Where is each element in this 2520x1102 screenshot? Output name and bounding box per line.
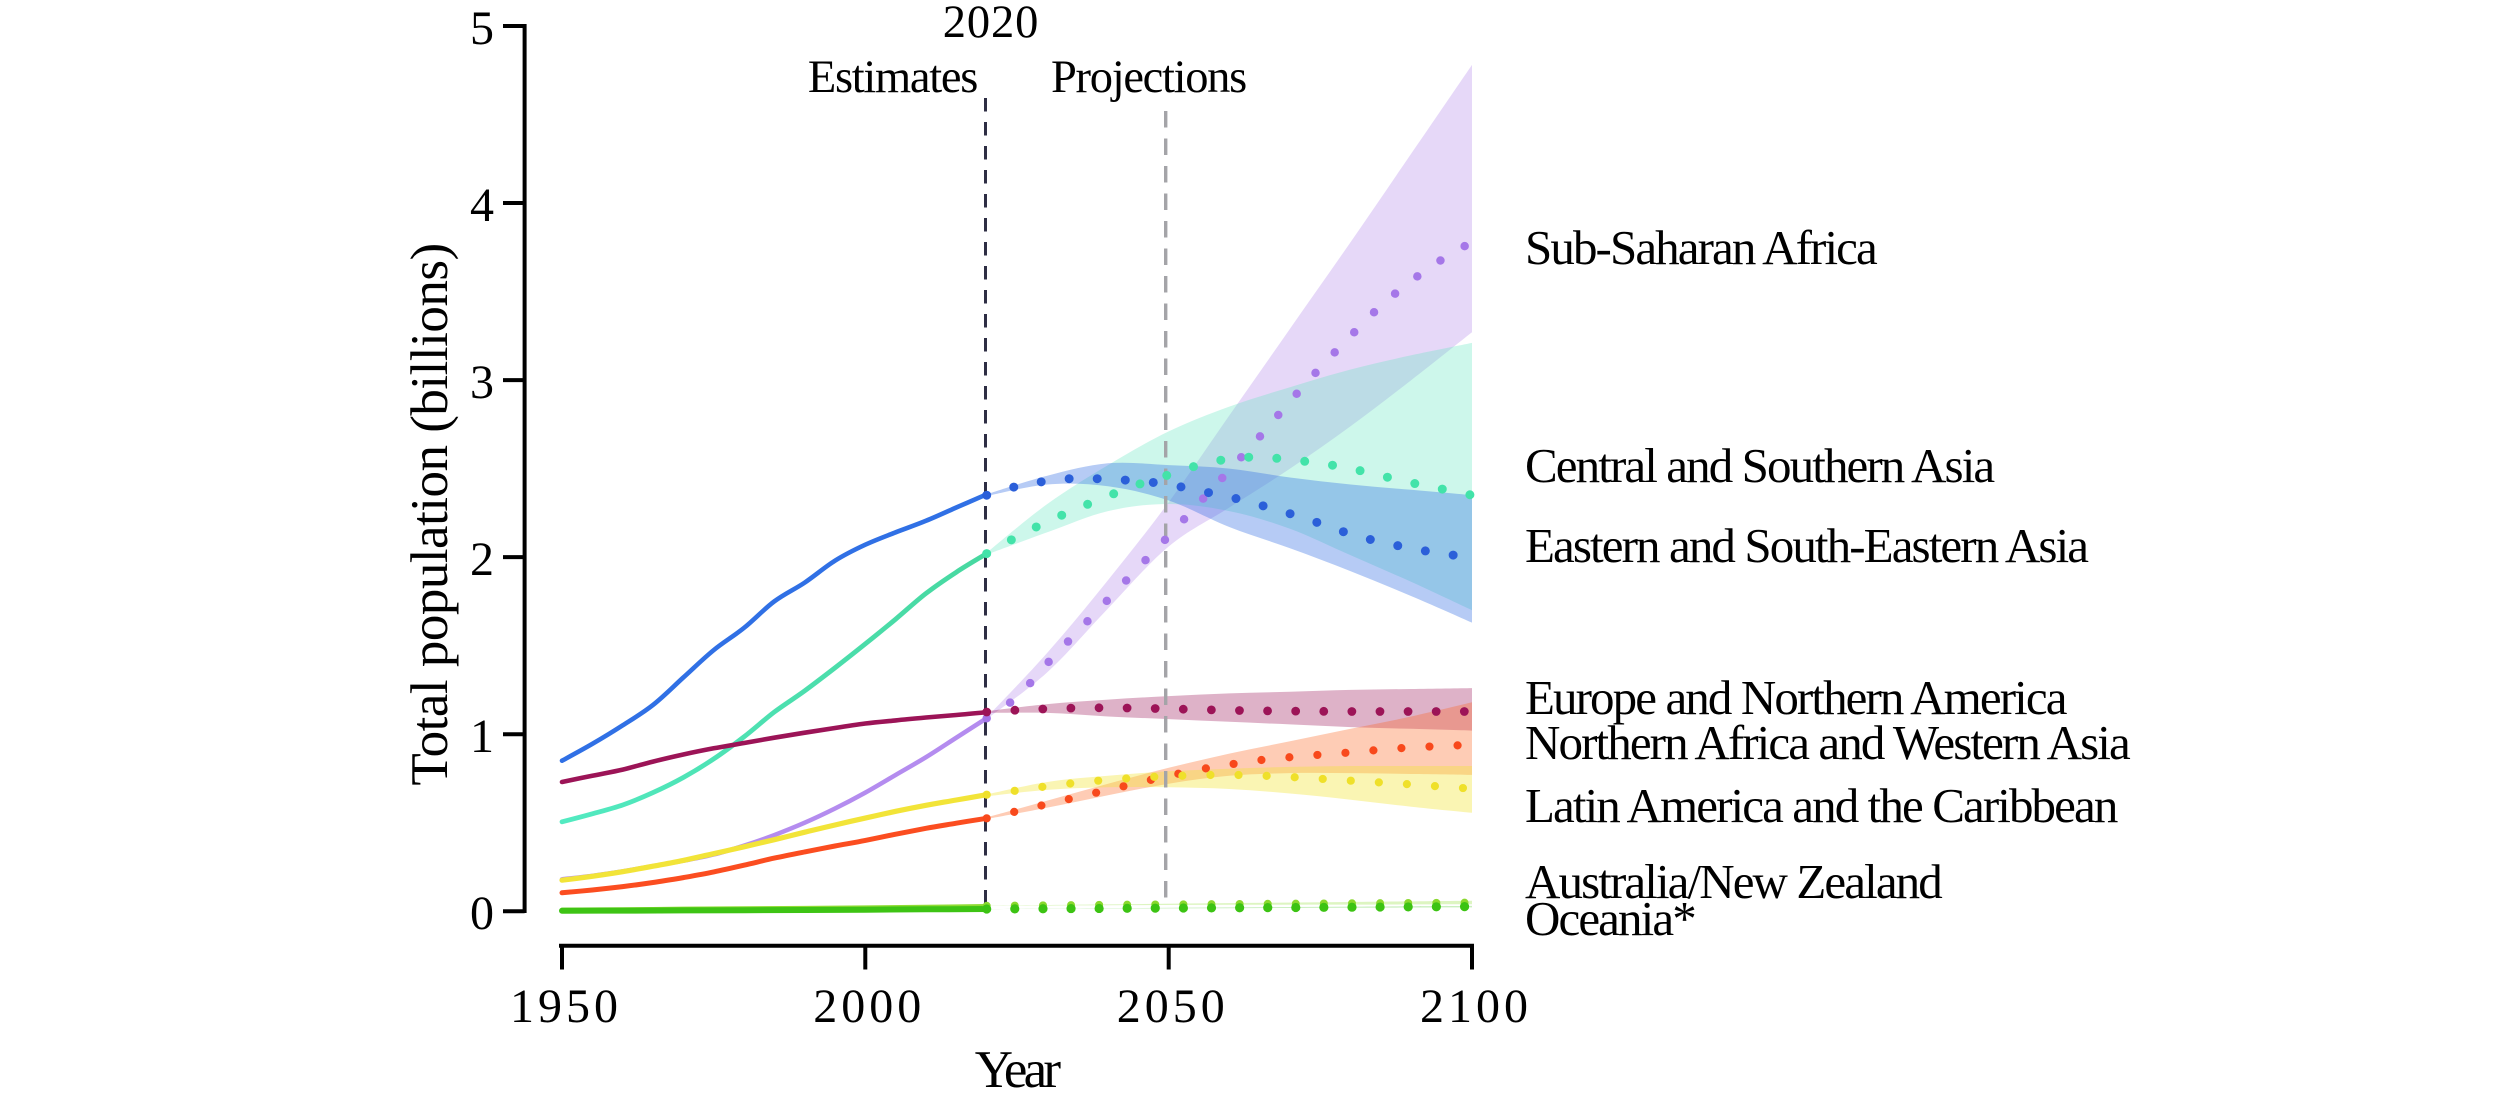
svg-text:2050: 2050 — [1117, 980, 1229, 1033]
svg-text:4: 4 — [470, 179, 494, 232]
svg-text:3: 3 — [470, 356, 494, 409]
svg-text:2100: 2100 — [1420, 980, 1532, 1033]
svg-text:Europe and Northern America: Europe and Northern America — [1525, 670, 2068, 725]
svg-text:Total population (billions): Total population (billions) — [401, 243, 459, 785]
svg-text:Northern Africa and Western As: Northern Africa and Western Asia — [1525, 715, 2131, 770]
svg-text:Oceania*: Oceania* — [1525, 891, 1695, 946]
svg-text:Central and Southern Asia: Central and Southern Asia — [1525, 438, 1995, 493]
svg-text:Year: Year — [975, 1041, 1062, 1097]
svg-text:Latin America and the Caribbea: Latin America and the Caribbean — [1525, 778, 2118, 833]
svg-text:2000: 2000 — [813, 980, 925, 1033]
svg-text:2020: 2020 — [943, 0, 1040, 48]
svg-text:Sub-Saharan Africa: Sub-Saharan Africa — [1525, 220, 1878, 275]
svg-text:1: 1 — [470, 710, 494, 763]
svg-text:0: 0 — [470, 887, 494, 940]
svg-text:Australia/New Zealand: Australia/New Zealand — [1525, 854, 1942, 909]
svg-text:Estimates: Estimates — [808, 52, 977, 103]
svg-text:5: 5 — [470, 2, 494, 55]
svg-text:Projections: Projections — [1051, 52, 1246, 103]
svg-text:1950: 1950 — [510, 980, 622, 1033]
svg-text:Eastern and South-Eastern Asia: Eastern and South-Eastern Asia — [1525, 518, 2089, 573]
svg-text:2: 2 — [470, 533, 494, 586]
